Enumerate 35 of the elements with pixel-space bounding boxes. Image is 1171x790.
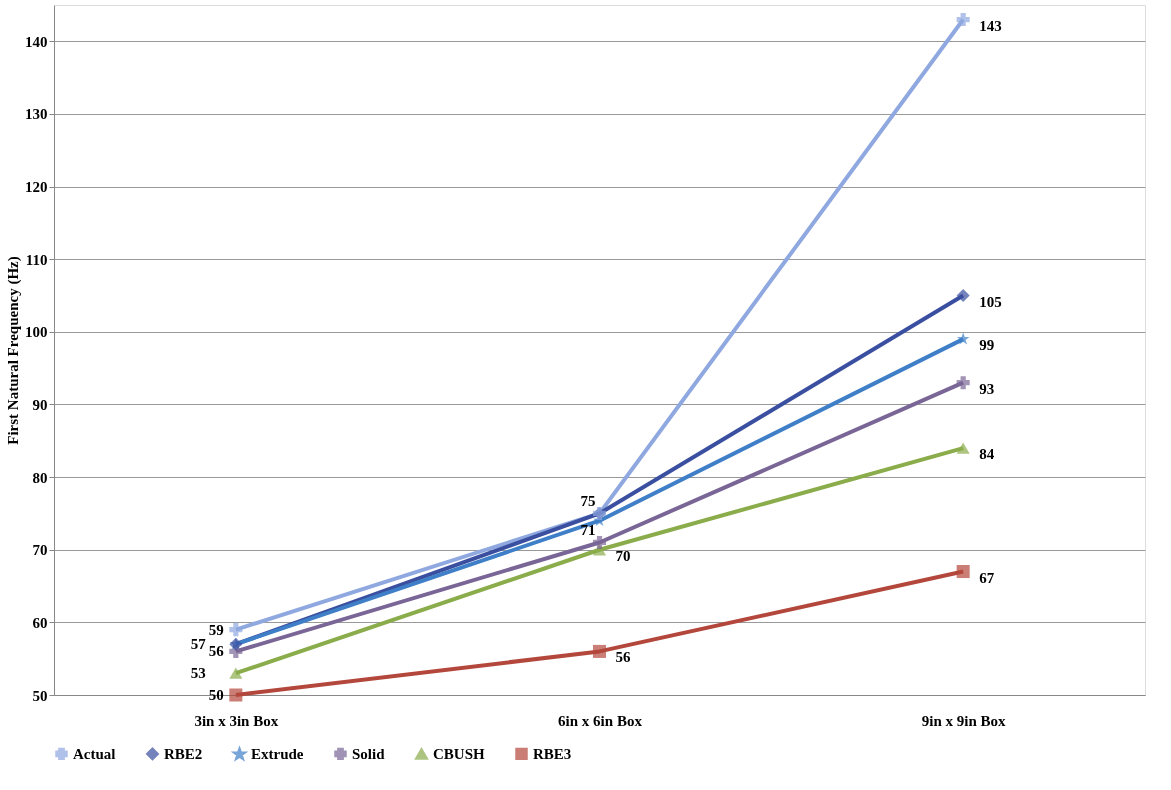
y-tick-label: 80 <box>32 469 48 486</box>
data-label: 143 <box>979 17 1002 34</box>
data-label: 56 <box>208 643 225 660</box>
x-tick-label: 9in x 9in Box <box>921 712 1007 729</box>
legend-label: CBUSH <box>433 746 486 763</box>
y-tick-label: 70 <box>32 542 48 559</box>
y-tick-label: 140 <box>25 33 48 50</box>
legend-label: RBE2 <box>164 745 203 762</box>
data-label: 67 <box>979 569 995 586</box>
data-label: 57 <box>190 636 207 653</box>
data-label: 50 <box>208 687 224 703</box>
y-tick-label: 120 <box>25 179 48 196</box>
y-tick-label: 50 <box>32 687 48 704</box>
data-label: 75 <box>580 493 596 510</box>
y-tick-label: 110 <box>25 251 48 268</box>
legend-label: Solid <box>352 745 386 762</box>
data-label: 93 <box>979 380 995 397</box>
data-label: 84 <box>979 446 995 463</box>
data-label: 99 <box>979 337 995 354</box>
data-label: 71 <box>580 522 596 539</box>
y-tick-label: 60 <box>32 614 48 631</box>
y-tick-label: 130 <box>25 106 48 123</box>
data-label: 105 <box>979 293 1002 310</box>
y-tick-label: 90 <box>32 396 48 413</box>
x-tick-label: 6in x 6in Box <box>558 712 643 729</box>
data-label: 70 <box>615 547 631 564</box>
legend-label: Actual <box>73 745 116 762</box>
data-label: 59 <box>208 621 224 638</box>
legend-label: Extrude <box>251 746 304 763</box>
data-label: 56 <box>615 649 631 666</box>
x-tick-label: 3in x 3in Box <box>194 712 279 729</box>
data-label: 53 <box>190 665 206 682</box>
y-axis-title: First Natural Frequency (Hz) <box>5 256 22 445</box>
y-tick-label: 100 <box>25 324 48 341</box>
legend-label: RBE3 <box>533 745 572 762</box>
